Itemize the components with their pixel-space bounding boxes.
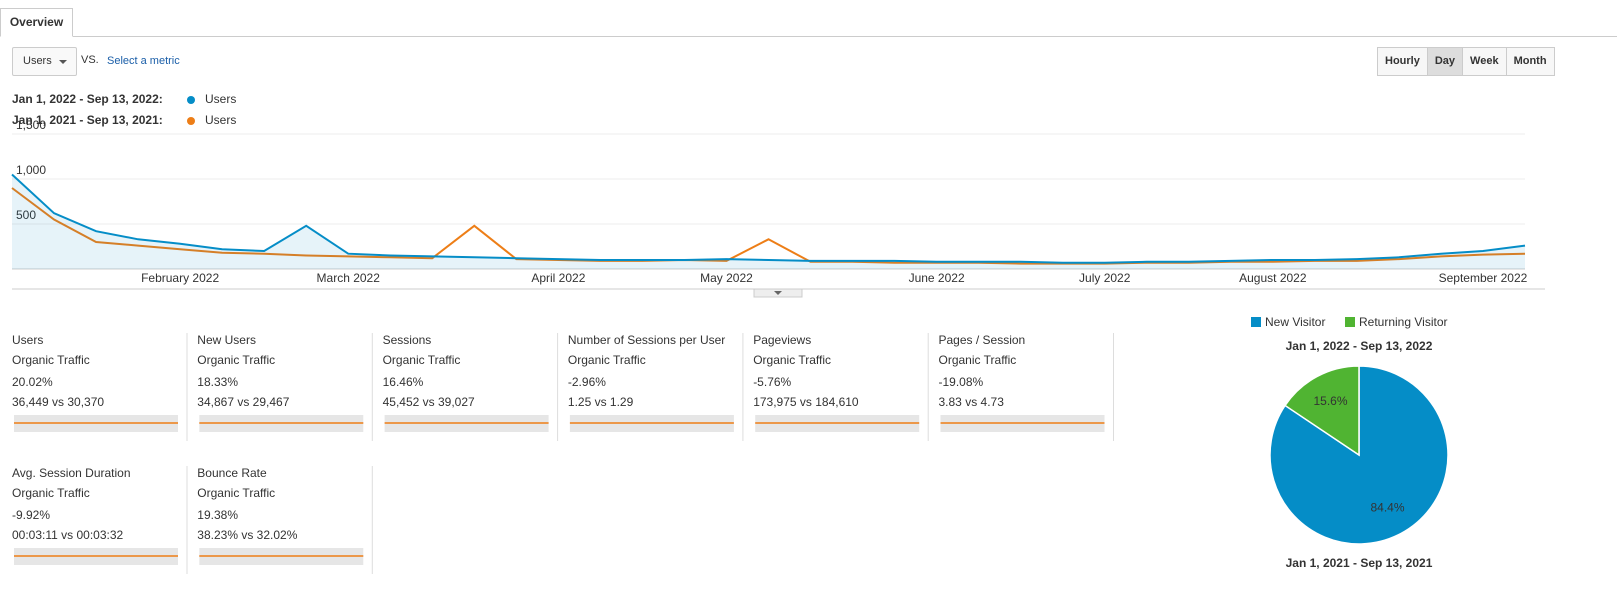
metric-change: 16.46% xyxy=(383,375,424,389)
line xyxy=(11,173,1526,264)
metric-comparison: 38.23% vs 32.02% xyxy=(197,528,297,542)
metric-comparison: 173,975 vs 184,610 xyxy=(753,395,859,409)
metric-change: 20.02% xyxy=(12,375,53,389)
legend-period: Jan 1, 2021 - Sep 13, 2021: xyxy=(12,113,163,127)
metric-segment: Organic Traffic xyxy=(383,353,461,367)
granularity-button[interactable]: Day xyxy=(1426,47,1464,76)
metric-comparison: 45,452 vs 39,027 xyxy=(383,395,475,409)
metric-change: 19.38% xyxy=(197,508,238,522)
granularity-button[interactable]: Week xyxy=(1462,47,1507,76)
legend-swatch xyxy=(1251,317,1261,327)
metric-segment: Organic Traffic xyxy=(12,353,90,367)
x-tick-label: April 2022 xyxy=(531,271,585,285)
metric-dropdown[interactable]: Users xyxy=(12,47,77,76)
metric-comparison: 34,867 vs 29,467 xyxy=(197,395,289,409)
metric-name: Pageviews xyxy=(753,333,811,347)
legend-dot xyxy=(187,96,195,104)
vs-label: VS. xyxy=(81,54,99,66)
legend-label: New Visitor xyxy=(1265,315,1325,329)
metric-change: -9.92% xyxy=(12,508,50,522)
y-tick-label: 500 xyxy=(16,208,36,222)
metric-comparison: 3.83 vs 4.73 xyxy=(939,395,1005,409)
pie-slice xyxy=(1284,365,1360,457)
metric-segment: Organic Traffic xyxy=(12,486,90,500)
metric-name: Bounce Rate xyxy=(197,466,267,480)
metric-segment: Organic Traffic xyxy=(568,353,646,367)
pie-title: Jan 1, 2022 - Sep 13, 2022 xyxy=(1286,339,1433,353)
pie-footer: Jan 1, 2021 - Sep 13, 2021 xyxy=(1286,556,1433,570)
legend-label: Users xyxy=(205,113,236,127)
collapse-arrow xyxy=(774,291,782,295)
x-tick-label: September 2022 xyxy=(1439,271,1528,285)
line xyxy=(11,187,1526,265)
x-tick-label: March 2022 xyxy=(317,271,381,285)
legend-swatch xyxy=(1345,317,1355,327)
y-tick-label: 1,500 xyxy=(16,118,46,132)
metric-comparison: 36,449 vs 30,370 xyxy=(12,395,104,409)
metric-change: -5.76% xyxy=(753,375,791,389)
x-tick-label: August 2022 xyxy=(1239,271,1307,285)
granularity-button[interactable]: Month xyxy=(1505,47,1555,76)
x-tick-label: June 2022 xyxy=(909,271,965,285)
select-metric-link[interactable]: Select a metric xyxy=(107,55,180,67)
metric-segment: Organic Traffic xyxy=(753,353,831,367)
x-tick-label: July 2022 xyxy=(1079,271,1131,285)
metric-name: Users xyxy=(12,333,43,347)
metric-name: New Users xyxy=(197,333,256,347)
metric-name: Sessions xyxy=(383,333,432,347)
legend-label: Returning Visitor xyxy=(1359,315,1448,329)
metric-change: -2.96% xyxy=(568,375,606,389)
legend-period: Jan 1, 2022 - Sep 13, 2022: xyxy=(12,92,163,106)
metric-change: -19.08% xyxy=(939,375,984,389)
x-tick-label: February 2022 xyxy=(141,271,219,285)
metric-comparison: 00:03:11 vs 00:03:32 xyxy=(12,528,124,542)
area xyxy=(12,174,1525,269)
legend-dot xyxy=(187,117,195,125)
granularity-buttons: Hourly Day Week Month xyxy=(1377,47,1555,76)
tab[interactable]: Overview xyxy=(0,8,73,37)
legend-label: Users xyxy=(205,92,236,106)
metric-comparison: 1.25 vs 1.29 xyxy=(568,395,634,409)
slice-label: 15.6% xyxy=(1313,394,1347,408)
tab-divider xyxy=(0,36,1617,37)
metric-name: Number of Sessions per User xyxy=(568,333,725,347)
metric-change: 18.33% xyxy=(197,375,238,389)
metric-segment: Organic Traffic xyxy=(197,486,275,500)
metric-name: Avg. Session Duration xyxy=(12,466,131,480)
metric-segment: Organic Traffic xyxy=(939,353,1017,367)
metric-segment: Organic Traffic xyxy=(197,353,275,367)
slice-label: 84.4% xyxy=(1370,501,1404,515)
x-tick-label: May 2022 xyxy=(700,271,753,285)
metric-name: Pages / Session xyxy=(939,333,1026,347)
y-tick-label: 1,000 xyxy=(16,163,46,177)
